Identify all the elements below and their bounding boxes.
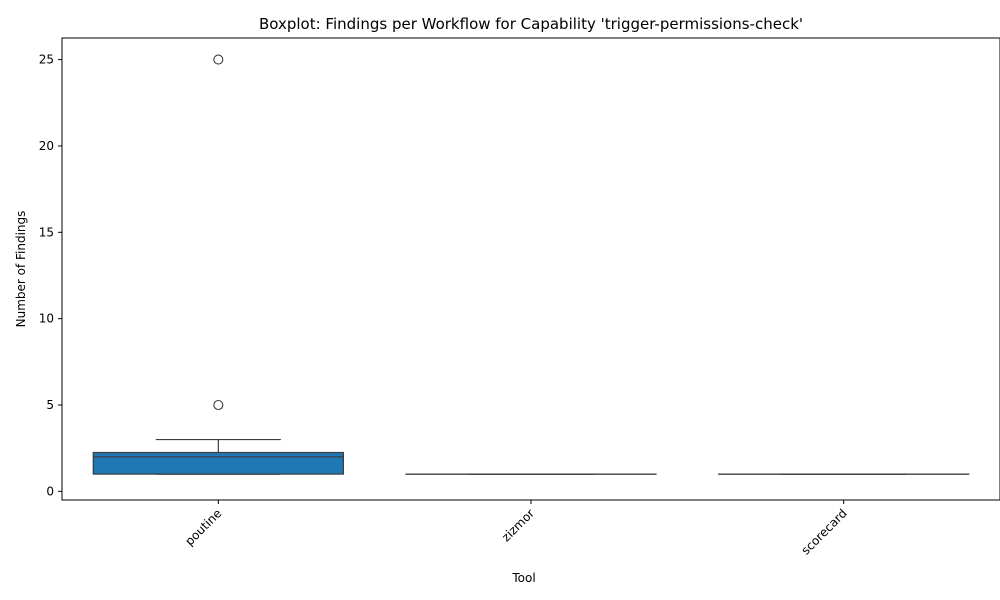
plot-frame: [61, 37, 1000, 501]
x-axis: poutine zizmor scorecard: [182, 500, 850, 558]
x-tick-label: zizmor: [499, 506, 537, 544]
x-tick-label: poutine: [182, 506, 224, 548]
y-tick-label: 10: [39, 312, 54, 326]
y-tick-label: 15: [39, 225, 54, 239]
y-tick-label: 5: [46, 398, 54, 412]
plot-area: [92, 54, 970, 475]
y-axis-label: Number of Findings: [14, 211, 28, 328]
y-tick-label: 0: [46, 484, 54, 498]
y-tick-label: 25: [39, 53, 54, 67]
box-poutine: [92, 54, 345, 475]
y-tick-label: 20: [39, 139, 54, 153]
x-tick-label: scorecard: [798, 506, 849, 557]
outlier-point: [213, 54, 224, 65]
chart-title: Boxplot: Findings per Workflow for Capab…: [259, 15, 803, 33]
outlier-point: [213, 399, 224, 411]
x-axis-label: Tool: [511, 571, 535, 585]
y-axis: 0 5 10 15 20 25: [39, 53, 62, 498]
iqr-box: [92, 451, 345, 475]
